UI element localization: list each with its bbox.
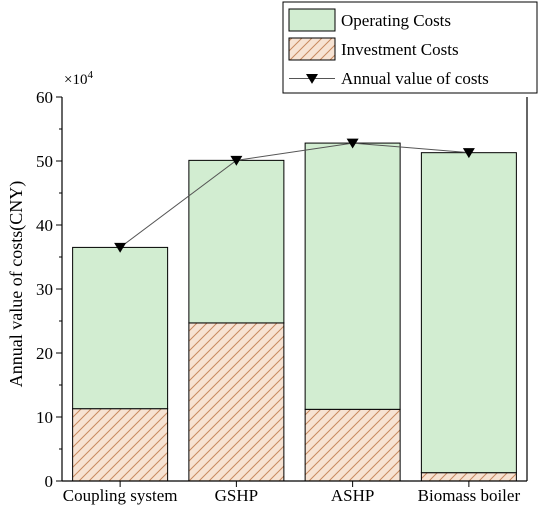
bar-investment-3 <box>420 472 517 482</box>
annual-cost-marker-3 <box>462 148 475 159</box>
annual-cost-marker-1 <box>230 155 243 166</box>
multiplier-exponent: 4 <box>87 69 93 81</box>
legend-label-1: Investment Costs <box>341 40 459 59</box>
legend: Operating Costs Investment Costs Annual va… <box>282 1 538 94</box>
y-tick-label-1: 10 <box>36 408 53 427</box>
annual-cost-marker-2 <box>346 138 359 149</box>
y-axis-multiplier: ×104 <box>64 69 93 88</box>
bar-operating-0 <box>72 246 169 410</box>
x-tick-label-2: ASHP <box>331 486 374 505</box>
annual-cost-marker-0 <box>114 242 127 253</box>
y-axis-title: Annual value of costs(CNY) <box>6 181 27 387</box>
bar-investment-2 <box>304 408 401 482</box>
bar-operating-3 <box>420 152 517 474</box>
x-tick-label-0: Coupling system <box>63 486 178 505</box>
annual-cost-line <box>119 142 469 248</box>
x-tick-label-3: Biomass boiler <box>418 486 521 505</box>
legend-label-2: Annual value of costs <box>341 69 489 88</box>
bar-operating-2 <box>304 142 401 410</box>
legend-swatch-0 <box>288 8 336 32</box>
bar-operating-1 <box>188 159 285 324</box>
y-tick-label-0: 0 <box>45 472 54 491</box>
legend-swatch-marker <box>306 74 318 84</box>
bar-investment-0 <box>72 408 169 482</box>
legend-label-0: Operating Costs <box>341 11 451 30</box>
bar-investment-1 <box>188 322 285 482</box>
x-tick-label-1: GSHP <box>215 486 258 505</box>
y-tick-label-3: 30 <box>36 280 53 299</box>
y-tick-label-5: 50 <box>36 152 53 171</box>
legend-swatch-1 <box>288 37 336 61</box>
y-tick-label-6: 60 <box>36 88 53 107</box>
multiplier-base: ×10 <box>64 72 87 88</box>
y-tick-label-4: 40 <box>36 216 53 235</box>
y-tick-label-2: 20 <box>36 344 53 363</box>
